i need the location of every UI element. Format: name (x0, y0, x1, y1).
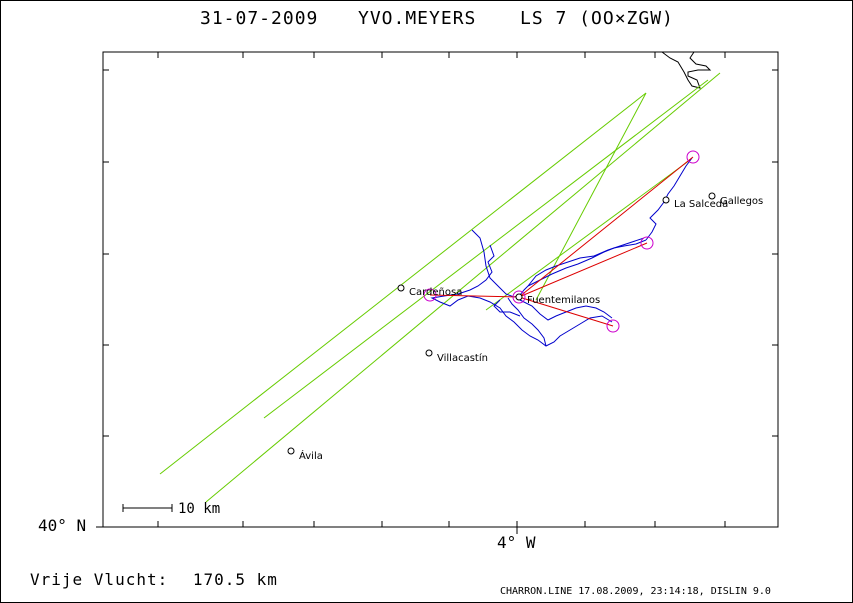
turnpoint-marker (686, 150, 700, 164)
town-markers: Gallegos La Salceda Cardeñosa Fuentemila… (287, 192, 763, 462)
flight-date: 31-07-2009 (200, 8, 319, 29)
town-marker (662, 196, 670, 204)
software-footer: CHARRON.LINE 17.08.2009, 23:14:18, DISLI… (500, 586, 771, 597)
town-marker (515, 293, 523, 301)
axis-ticks (96, 52, 778, 534)
turnpoints (423, 150, 700, 333)
boundary-line (661, 51, 712, 89)
town-label-avila: Ávila (299, 449, 323, 462)
town-label-villacastin: Villacastín (437, 352, 488, 364)
town-label-fuentemilanos: Fuentemilanos (527, 295, 600, 306)
gps-track (430, 157, 693, 347)
latitude-label: 40° N (38, 516, 87, 535)
glider-type: LS 7 (OO×ZGW) (520, 8, 674, 29)
turnpoint-marker (423, 288, 437, 302)
pilot-name: YVO.MEYERS (358, 8, 477, 29)
town-label-gallegos: Gallegos (720, 196, 763, 207)
town-label-la-salceda: La Salceda (674, 199, 728, 210)
longitude-label: 4° W (497, 533, 536, 552)
town-marker (287, 447, 295, 455)
turnpoint-marker (606, 319, 620, 333)
distance-value: 170.5 km (192, 570, 278, 589)
distance-label: Vrije Vlucht: (30, 570, 169, 589)
scale-bar-label: 10 km (178, 501, 220, 517)
town-marker (425, 349, 433, 357)
scale-bar: 10 km (122, 501, 220, 517)
town-label-cardenosa: Cardeñosa (409, 287, 462, 298)
glide-lines (159, 72, 721, 503)
turnpoint-marker (640, 236, 654, 250)
town-marker (708, 192, 716, 200)
plot-frame (102, 51, 779, 528)
town-marker (397, 284, 405, 292)
flight-distance: Vrije Vlucht: 170.5 km (30, 570, 278, 589)
turnpoint-marker (512, 290, 526, 304)
